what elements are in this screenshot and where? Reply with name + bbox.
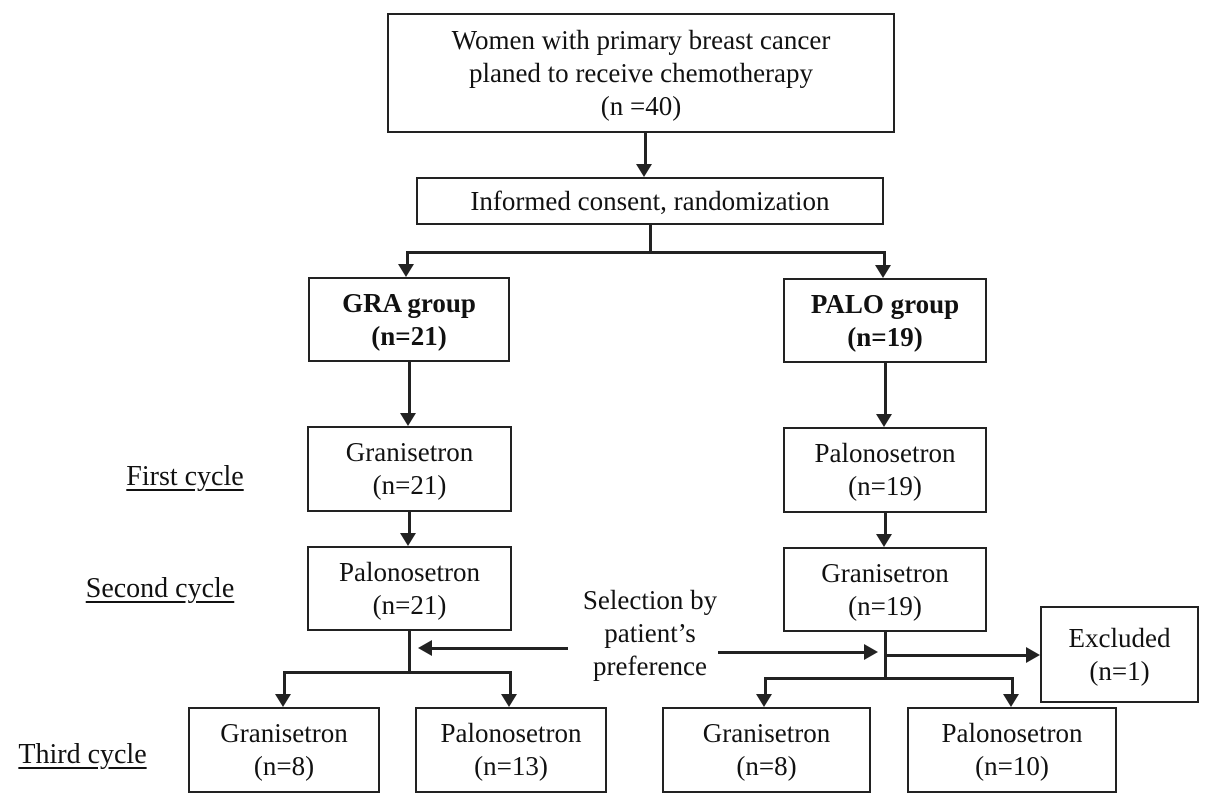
connector-secondcycle-right-stem <box>884 632 887 680</box>
arrowhead-thirdcycle-left-b <box>501 694 517 707</box>
box-firstcycle-gra-arm: Granisetron (n=21) <box>307 426 512 512</box>
connector-selection-left <box>432 647 568 650</box>
box-palo-group-count: (n=19) <box>847 321 923 352</box>
row-label-first-cycle: First cycle <box>126 461 244 492</box>
box-excluded-count: (n=1) <box>1089 655 1150 686</box>
box-thirdcycle-gra-arm-palonosetron: Palonosetron (n=13) <box>415 707 607 793</box>
box-firstcycle-palo-arm: Palonosetron (n=19) <box>783 427 987 513</box>
box-consent-randomization: Informed consent, randomization <box>416 177 884 225</box>
row-label-third-cycle: Third cycle <box>18 739 147 770</box>
connector-thirdcycle-left-split <box>283 671 512 674</box>
annotation-line2: patient’s <box>604 618 696 648</box>
box-secondcycle-gra-arm-count: (n=21) <box>372 589 447 620</box>
box-secondcycle-gra-arm: Palonosetron (n=21) <box>307 546 512 631</box>
arrowhead-secondcycle-left <box>400 533 416 546</box>
box-thirdcycle-gra-arm-granisetron: Granisetron (n=8) <box>188 707 380 793</box>
connector-split-palo-stem <box>883 251 886 267</box>
arrowhead-enrollment-consent <box>636 164 652 177</box>
box-thirdcycle-palo-arm-palonosetron-count: (n=10) <box>975 751 1049 781</box>
box-gra-group-line1: GRA group <box>342 287 476 318</box>
box-gra-group: GRA group (n=21) <box>308 277 510 362</box>
box-palo-group-line1: PALO group <box>810 288 960 319</box>
box-thirdcycle-gra-arm-palonosetron-count: (n=13) <box>474 751 548 781</box>
box-thirdcycle-palo-arm-palonosetron-drug: Palonosetron <box>941 718 1083 748</box>
box-firstcycle-palo-arm-drug: Palonosetron <box>814 438 956 468</box>
box-secondcycle-palo-arm-count: (n=19) <box>848 590 922 621</box>
connector-thirdcycle-left-b-stem <box>509 671 512 695</box>
arrowhead-selection-left <box>418 640 432 656</box>
connector-thirdcycle-right-b-stem <box>1011 677 1014 695</box>
box-enrollment-line1: Women with primary breast cancer <box>451 24 831 55</box>
annotation-selection-preference: Selection by patient’s preference <box>540 584 760 683</box>
box-secondcycle-palo-arm-drug: Granisetron <box>821 557 949 588</box>
arrowhead-thirdcycle-left-a <box>275 694 291 707</box>
row-label-second-cycle: Second cycle <box>85 573 235 604</box>
box-thirdcycle-gra-arm-palonosetron-drug: Palonosetron <box>440 718 582 748</box>
box-consent-line1: Informed consent, randomization <box>470 185 830 216</box>
box-thirdcycle-palo-arm-granisetron: Granisetron (n=8) <box>662 707 871 793</box>
box-enrollment-count: (n =40) <box>600 90 682 121</box>
connector-selection-right <box>718 651 864 654</box>
arrowhead-split-gra <box>398 264 414 277</box>
box-thirdcycle-gra-arm-granisetron-count: (n=8) <box>253 751 315 781</box>
connector-gra-firstcycle <box>408 362 411 415</box>
connector-palo-firstcycle <box>884 363 887 416</box>
box-firstcycle-gra-arm-count: (n=21) <box>372 470 447 500</box>
connector-secondcycle-left-stem <box>408 631 411 674</box>
connector-thirdcycle-right-split <box>764 677 1014 680</box>
box-enrollment-line2: planed to receive chemotherapy <box>468 57 814 88</box>
connector-excluded <box>886 654 1026 657</box>
arrowhead-palo-firstcycle <box>876 414 892 427</box>
connector-thirdcycle-left-a-stem <box>283 671 286 695</box>
connector-enrollment-consent <box>644 133 647 166</box>
box-secondcycle-gra-arm-drug: Palonosetron <box>339 556 480 587</box>
box-firstcycle-palo-arm-count: (n=19) <box>848 471 922 501</box>
arrowhead-excluded <box>1026 647 1040 663</box>
box-gra-group-count: (n=21) <box>371 320 447 351</box>
arrowhead-thirdcycle-right-b <box>1003 694 1019 707</box>
connector-firstcycle-secondcycle-right <box>884 513 887 536</box>
box-thirdcycle-gra-arm-granisetron-drug: Granisetron <box>220 718 348 748</box>
arrowhead-secondcycle-right <box>876 534 892 547</box>
box-firstcycle-gra-arm-drug: Granisetron <box>345 437 474 467</box>
arrowhead-split-palo <box>875 265 891 278</box>
connector-split-gra-stem <box>406 251 409 266</box>
box-thirdcycle-palo-arm-granisetron-count: (n=8) <box>736 751 797 781</box>
annotation-line3: preference <box>593 651 707 681</box>
box-secondcycle-palo-arm: Granisetron (n=19) <box>783 547 987 632</box>
arrowhead-thirdcycle-right-a <box>756 694 772 707</box>
box-excluded-line1: Excluded <box>1068 622 1171 653</box>
connector-firstcycle-secondcycle-left <box>408 512 411 535</box>
box-thirdcycle-palo-arm-palonosetron: Palonosetron (n=10) <box>907 707 1117 793</box>
box-excluded: Excluded (n=1) <box>1040 606 1199 703</box>
box-thirdcycle-palo-arm-granisetron-drug: Granisetron <box>702 718 831 748</box>
box-palo-group: PALO group (n=19) <box>783 278 987 363</box>
arrowhead-gra-firstcycle <box>400 413 416 426</box>
box-enrollment: Women with primary breast cancer planed … <box>387 13 895 133</box>
connector-randomization-split <box>407 251 886 254</box>
annotation-line1: Selection by <box>582 585 718 615</box>
connector-thirdcycle-right-a-stem <box>764 677 767 695</box>
connector-consent-stem <box>649 225 652 254</box>
arrowhead-selection-right <box>864 644 878 660</box>
